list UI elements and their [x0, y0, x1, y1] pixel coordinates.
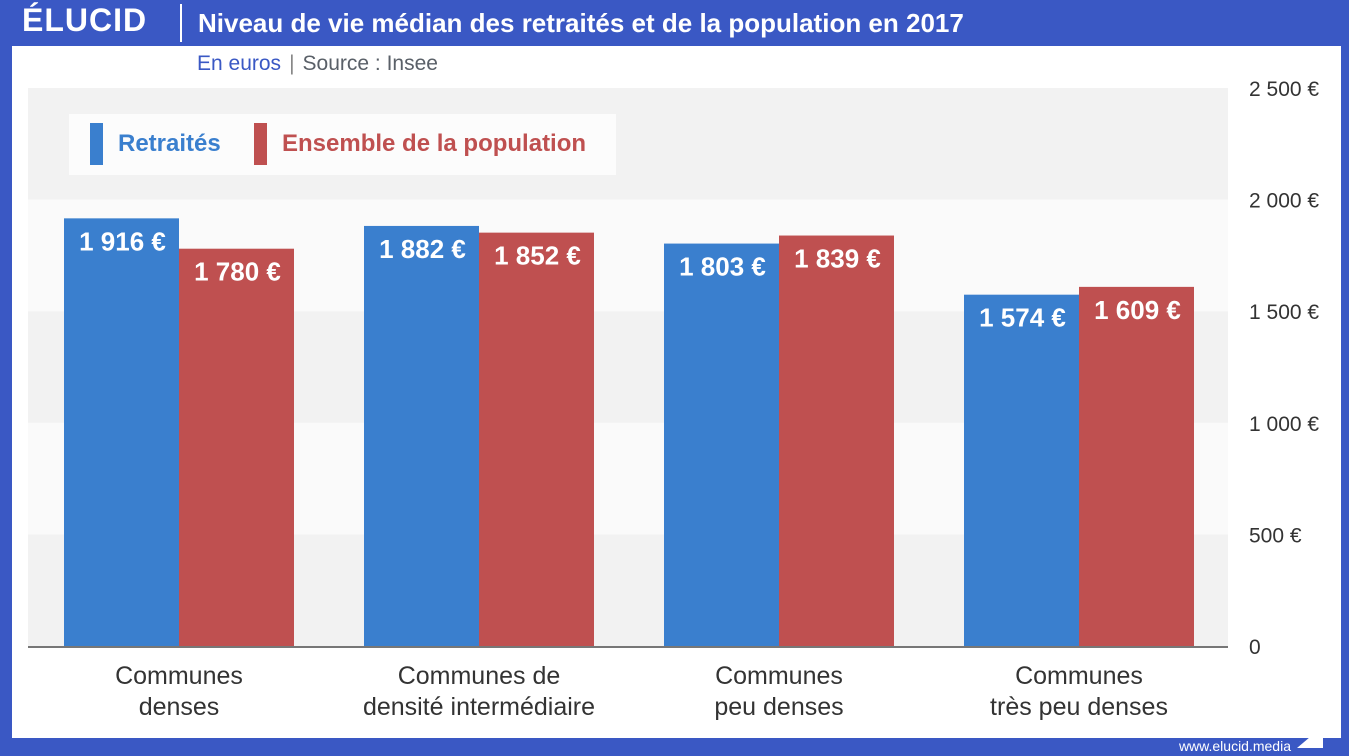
- brand-logo: ÉLUCID: [22, 2, 148, 38]
- x-category-label: Communes: [115, 662, 243, 690]
- bar-population: [779, 235, 894, 646]
- y-tick-label: 0: [1249, 636, 1261, 659]
- bar-value-label: 1 852 €: [494, 241, 581, 271]
- legend-label-population: Ensemble de la population: [282, 130, 587, 157]
- header-bar: ÉLUCID Niveau de vie médian des retraité…: [0, 0, 1349, 46]
- bar-retraites: [664, 243, 779, 646]
- x-category-label: densité intermédiaire: [363, 693, 595, 721]
- x-category-label: très peu denses: [990, 693, 1168, 721]
- legend-label-retraites: Retraités: [118, 130, 221, 157]
- x-category-label: Communes de: [398, 662, 561, 690]
- bar-population: [179, 248, 294, 647]
- subtitle-separator: |: [289, 52, 295, 75]
- bar-value-label: 1 803 €: [679, 252, 766, 282]
- bar-value-label: 1 780 €: [194, 257, 281, 287]
- x-category-label: denses: [139, 693, 220, 721]
- chart-title: Niveau de vie médian des retraités et de…: [198, 8, 964, 38]
- y-tick-label: 2 000 €: [1249, 190, 1319, 213]
- bar-value-label: 1 839 €: [794, 244, 881, 274]
- header-divider: [180, 4, 182, 42]
- bar-population: [479, 232, 594, 646]
- footer-logo-mark: [1297, 726, 1323, 748]
- y-tick-label: 2 500 €: [1249, 78, 1319, 101]
- x-category-label: Communes: [1015, 662, 1143, 690]
- x-category-label: Communes: [715, 662, 843, 690]
- legend-swatch-population: [254, 123, 267, 165]
- unit-label: En euros: [197, 52, 282, 75]
- y-tick-label: 500 €: [1249, 524, 1302, 547]
- footer-bar: [0, 738, 1349, 756]
- bar-population: [1079, 286, 1194, 646]
- bar-value-label: 1 574 €: [979, 303, 1066, 333]
- source-label: Source : Insee: [302, 52, 438, 75]
- legend-swatch-retraites: [90, 123, 103, 165]
- bar-value-label: 1 609 €: [1094, 295, 1181, 325]
- bar-retraites: [964, 294, 1079, 646]
- bar-retraites: [64, 218, 179, 646]
- y-tick-label: 1 500 €: [1249, 301, 1319, 324]
- footer-url: www.elucid.media: [1178, 738, 1291, 754]
- bar-value-label: 1 916 €: [79, 226, 166, 256]
- chart-subtitle: En euros | Source : Insee: [197, 52, 438, 76]
- bar-value-label: 1 882 €: [379, 234, 466, 264]
- chart-legend: Retraités Ensemble de la population: [69, 114, 616, 175]
- y-tick-label: 1 000 €: [1249, 413, 1319, 436]
- bar-retraites: [364, 225, 479, 646]
- x-category-label: peu denses: [714, 693, 843, 721]
